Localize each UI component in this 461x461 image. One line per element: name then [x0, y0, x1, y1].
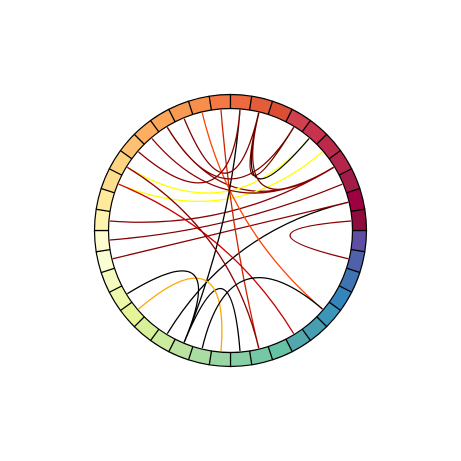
chord-link [151, 138, 335, 194]
chord-link [112, 201, 349, 260]
chord-link [289, 220, 352, 260]
chord-link [183, 112, 260, 174]
chord-link [138, 109, 241, 184]
chord-link [166, 201, 349, 335]
chord-link [126, 270, 200, 343]
outer-ring [93, 93, 368, 368]
chord-link [118, 151, 323, 203]
ring-segment [345, 187, 366, 213]
chord-link [220, 109, 260, 349]
ring-segment [187, 95, 213, 116]
chord-link [126, 138, 310, 194]
chord-link [201, 276, 323, 349]
chord-link [183, 287, 241, 352]
ring-segment [248, 345, 274, 366]
ring-segment [208, 350, 232, 368]
ring-segment [93, 208, 111, 232]
ring-segment [93, 229, 111, 253]
chord-link [126, 166, 260, 349]
chord-link [183, 109, 241, 343]
chord-link [166, 126, 295, 180]
ring-segment [95, 248, 116, 274]
ring-segment [208, 93, 232, 111]
ring-segment [350, 229, 368, 253]
chord-link [138, 277, 223, 352]
ring-segment [229, 93, 253, 111]
chord-link [118, 183, 295, 335]
chord-link [201, 112, 323, 310]
ring-segment [350, 208, 368, 232]
chord-link [109, 183, 343, 241]
ring-segment [229, 350, 253, 368]
chord-link [249, 112, 295, 176]
chord-links [109, 109, 352, 352]
